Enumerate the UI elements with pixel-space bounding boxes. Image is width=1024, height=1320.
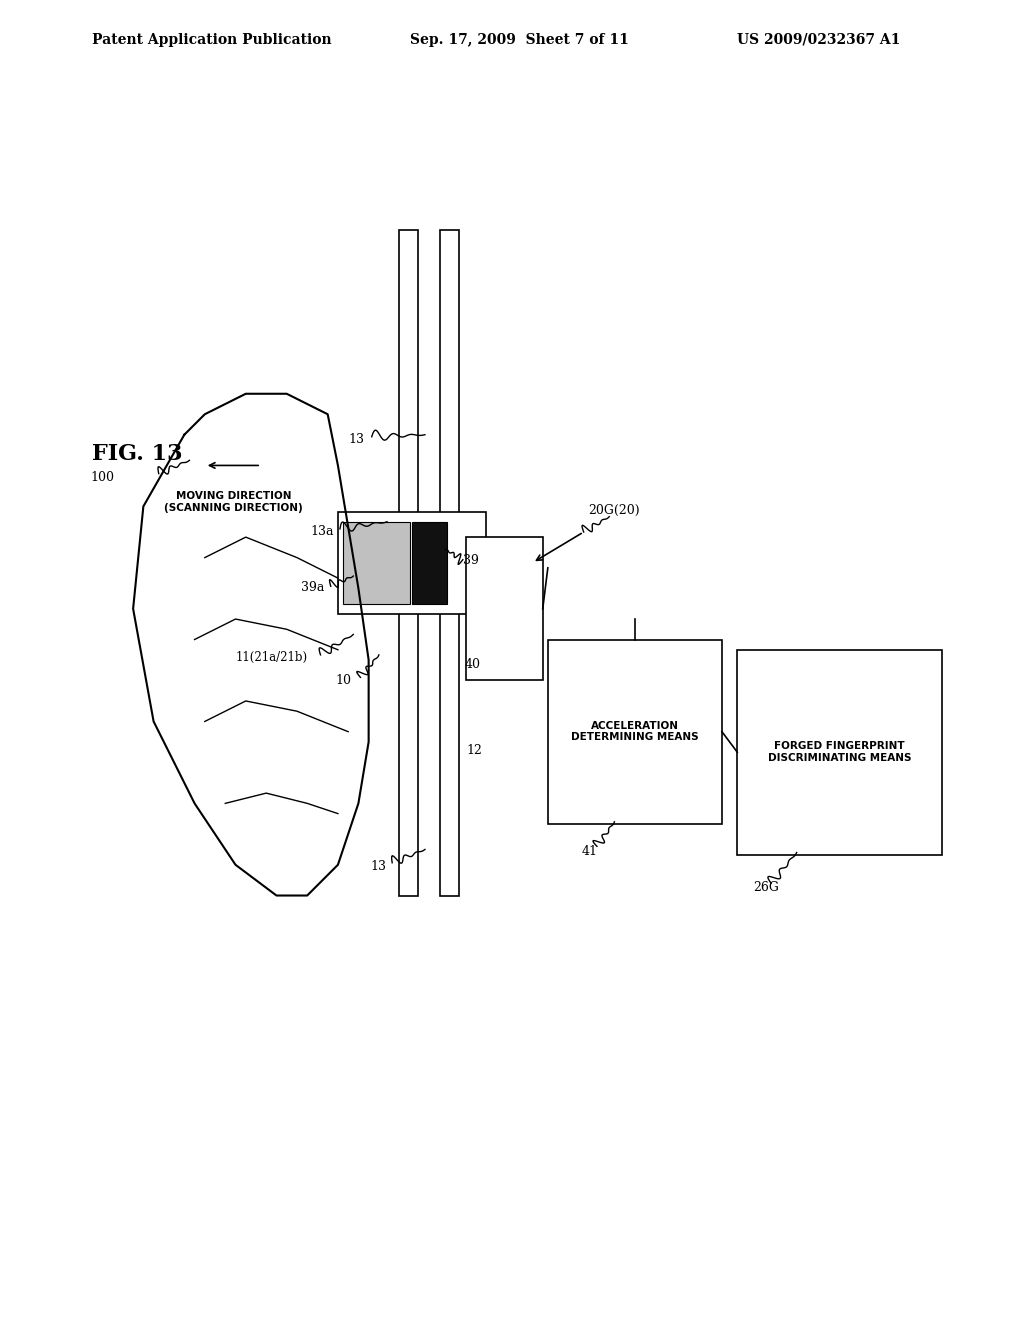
Text: Sep. 17, 2009  Sheet 7 of 11: Sep. 17, 2009 Sheet 7 of 11: [410, 33, 629, 46]
Bar: [338, 512, 486, 614]
Text: 26G: 26G: [753, 882, 779, 895]
Text: 39a: 39a: [301, 581, 324, 594]
Text: US 2009/0232367 A1: US 2009/0232367 A1: [737, 33, 901, 46]
Bar: [548, 639, 722, 824]
Text: MOVING DIRECTION
(SCANNING DIRECTION): MOVING DIRECTION (SCANNING DIRECTION): [164, 491, 303, 512]
Text: 41: 41: [582, 845, 598, 858]
Text: 13a: 13a: [311, 525, 334, 539]
Text: Patent Application Publication: Patent Application Publication: [92, 33, 332, 46]
Bar: [466, 537, 543, 681]
Text: 13: 13: [371, 859, 387, 873]
Text: 11(21a/21b): 11(21a/21b): [236, 651, 307, 664]
Bar: [399, 230, 418, 895]
Text: 12: 12: [466, 744, 482, 758]
Text: FIG. 13: FIG. 13: [92, 444, 182, 466]
Text: 10: 10: [335, 673, 351, 686]
Text: 39: 39: [463, 554, 479, 566]
Text: 20G(20): 20G(20): [589, 503, 640, 516]
Bar: [737, 649, 942, 854]
Bar: [440, 230, 459, 895]
Text: FORGED FINGERPRINT
DISCRIMINATING MEANS: FORGED FINGERPRINT DISCRIMINATING MEANS: [768, 742, 911, 763]
Bar: [343, 521, 410, 603]
Text: 100: 100: [90, 471, 115, 484]
Text: 40: 40: [465, 659, 481, 671]
Bar: [412, 521, 447, 603]
Text: ACCELERATION
DETERMINING MEANS: ACCELERATION DETERMINING MEANS: [571, 721, 698, 742]
Text: 13: 13: [348, 433, 365, 446]
